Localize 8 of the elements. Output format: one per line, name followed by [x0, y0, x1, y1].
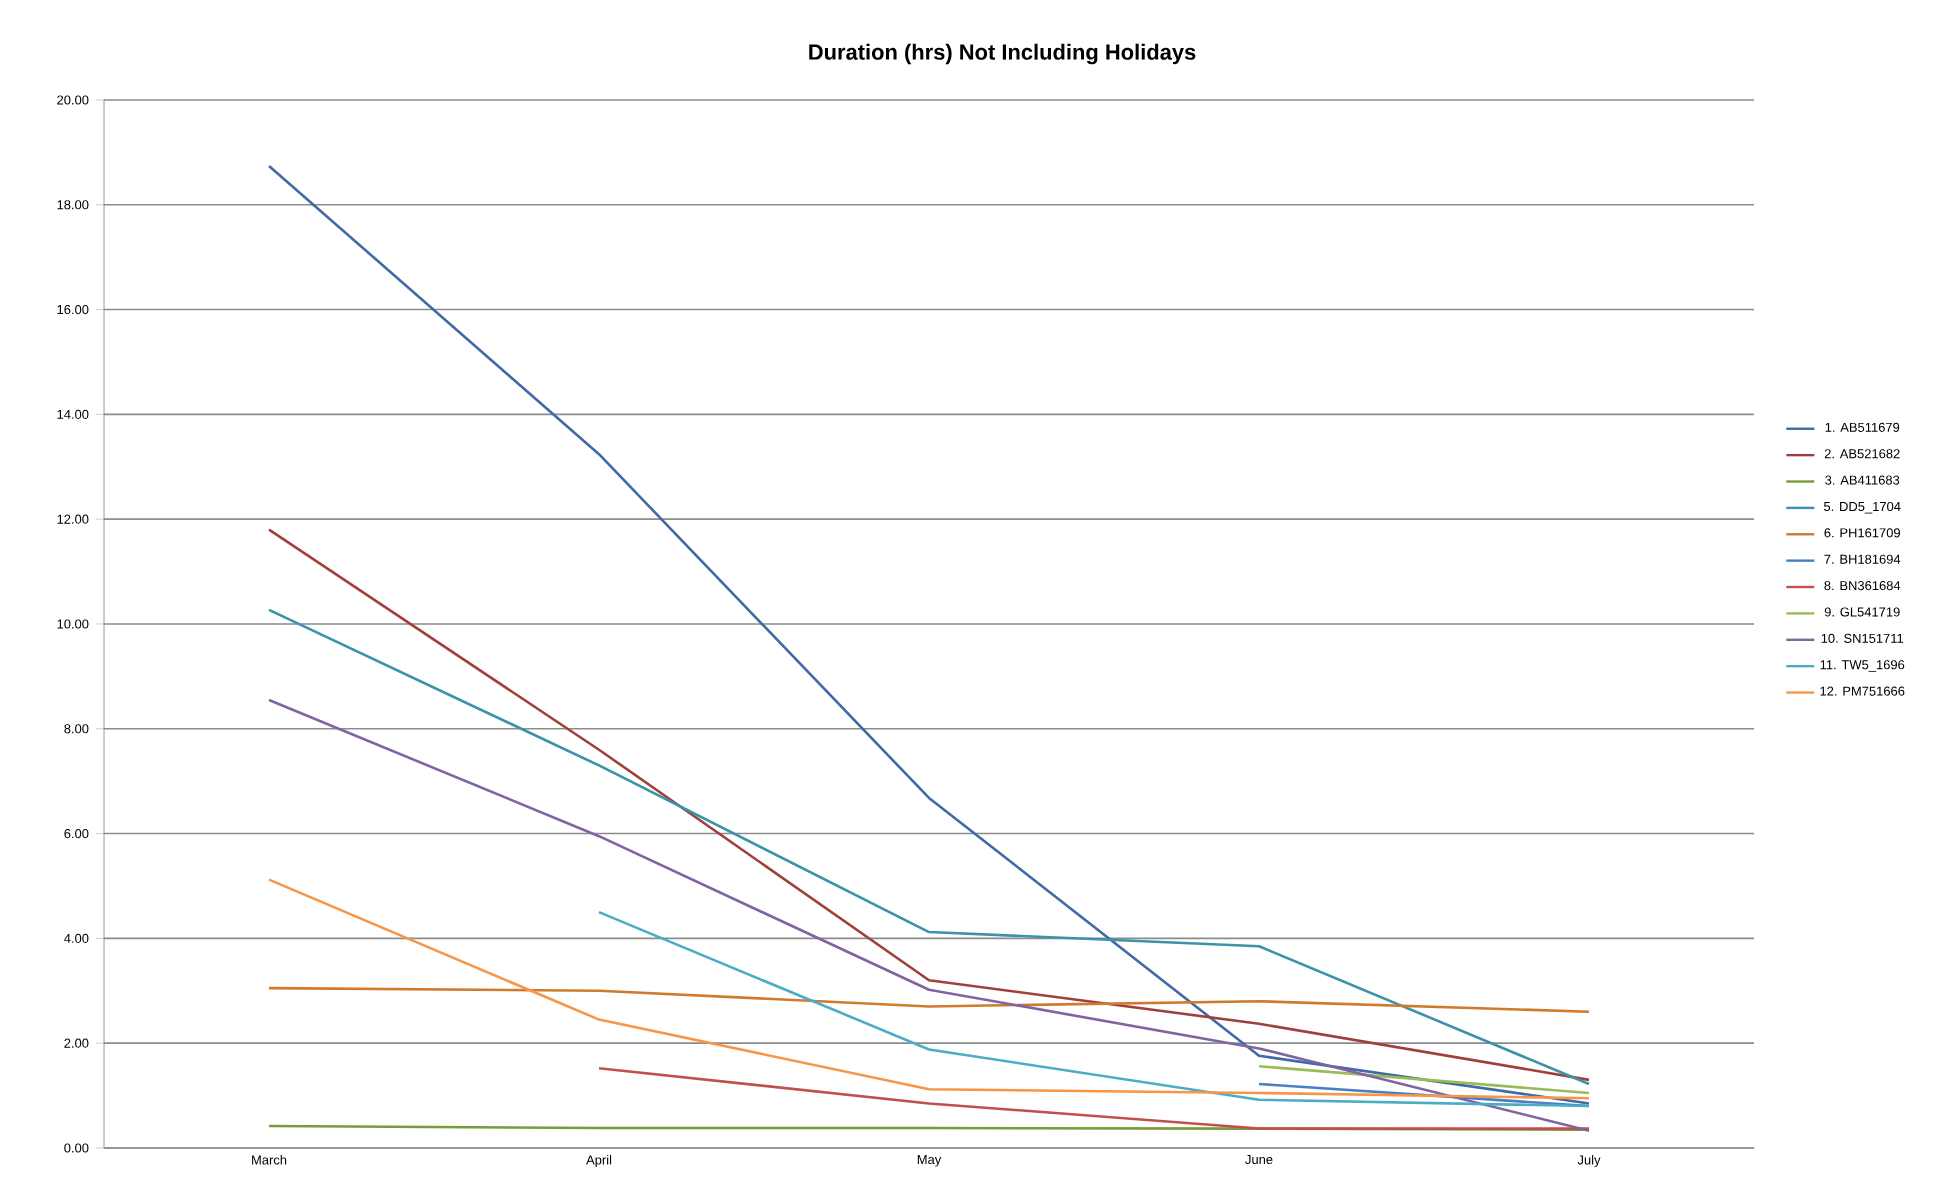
line-series [267, 528, 1591, 1082]
chart-title: Duration (hrs) Not Including Holidays [809, 43, 1196, 65]
line-series [267, 164, 1591, 1105]
line-series [267, 608, 1591, 1086]
line-series [267, 878, 1591, 1100]
line-series [597, 910, 1591, 1108]
line-series [267, 698, 1591, 1132]
line-series [267, 986, 1591, 1014]
